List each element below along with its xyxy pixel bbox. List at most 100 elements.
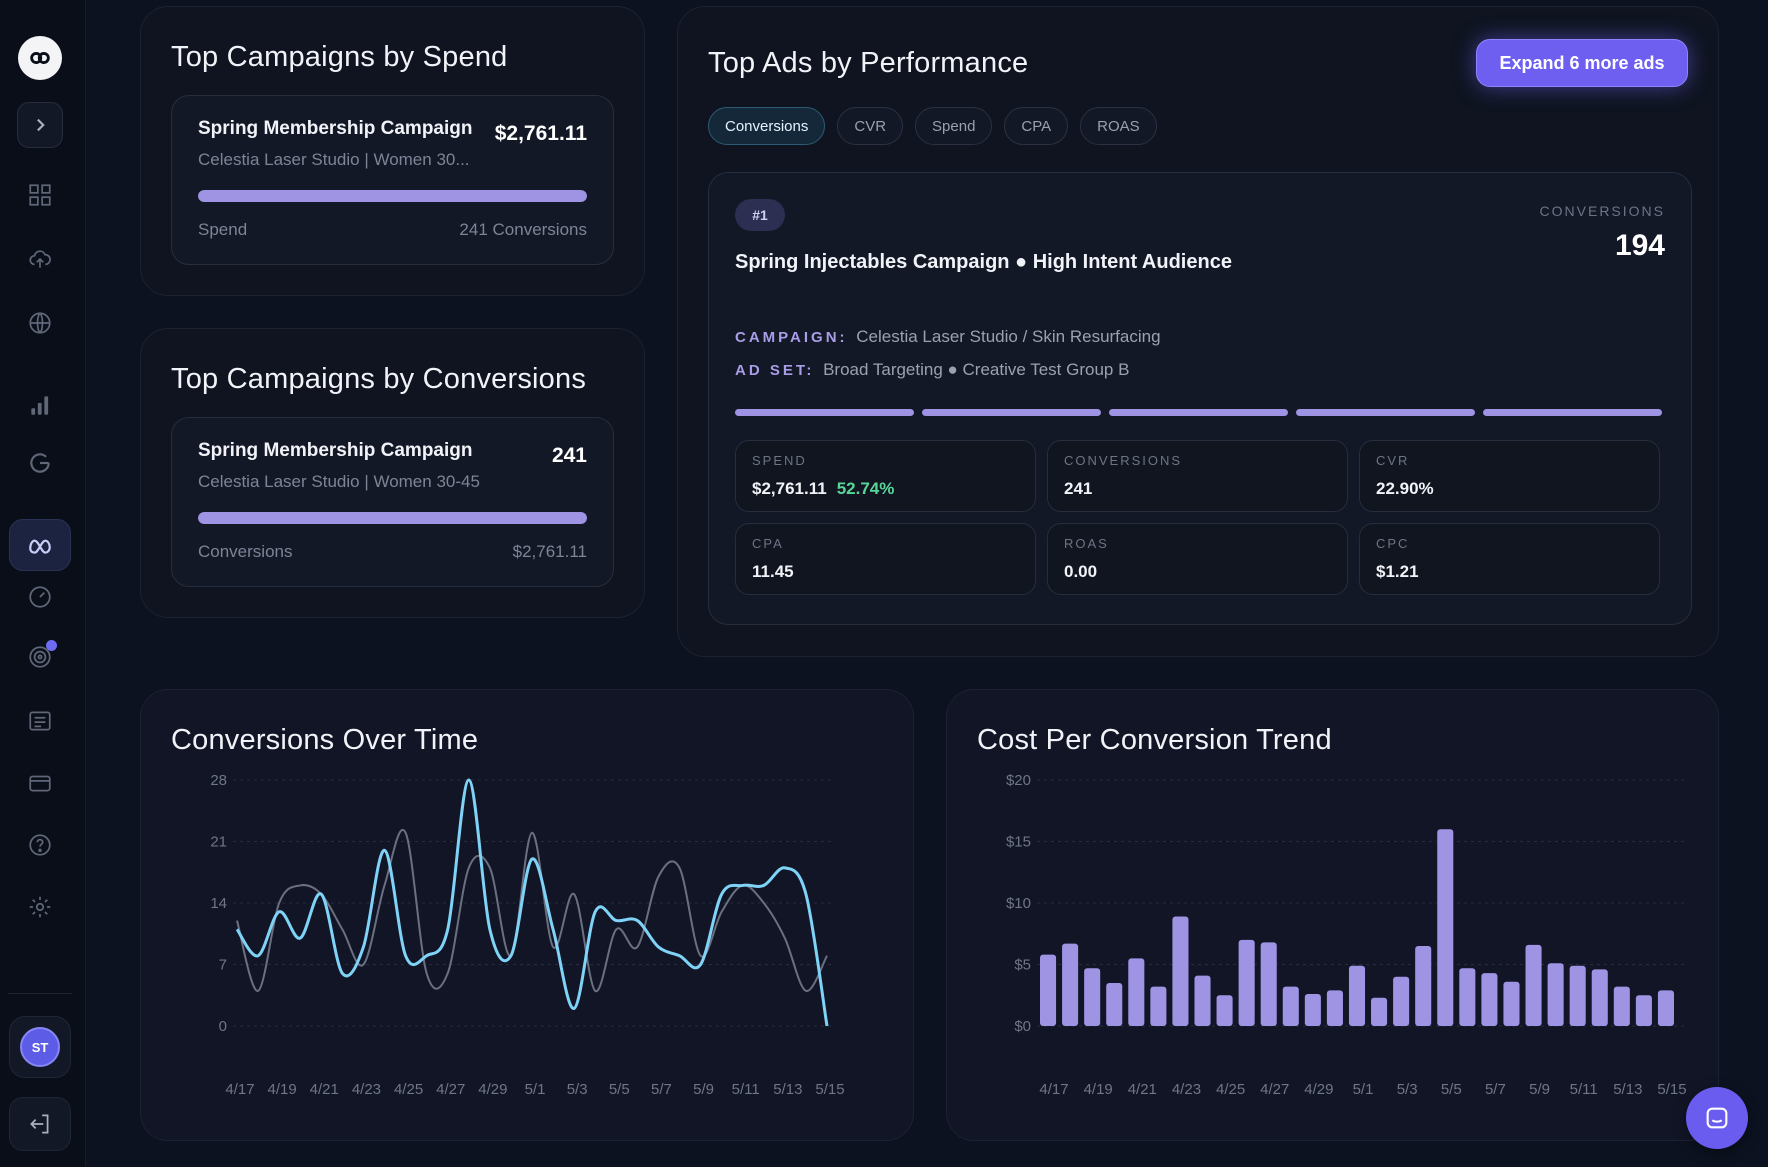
logo-icon[interactable] (18, 36, 62, 80)
ad-detail[interactable]: #1 Spring Injectables Campaign ● High In… (708, 172, 1692, 625)
avatar: ST (20, 1027, 60, 1067)
bar (1459, 968, 1476, 1026)
gear-icon[interactable] (17, 884, 63, 930)
campaign-subtitle: Celestia Laser Studio | Women 30-45 (198, 472, 480, 491)
campaign-subtitle: Celestia Laser Studio | Women 30... (198, 150, 470, 169)
bar (1194, 975, 1211, 1026)
stat-label: CONVERSIONS (1064, 453, 1183, 468)
x-tick-label: 5/5 (1441, 1081, 1462, 1098)
google-icon[interactable] (17, 440, 63, 486)
gauge-icon[interactable] (17, 574, 63, 620)
y-tick-label: $10 (1006, 895, 1031, 912)
expand-ads-button[interactable]: Expand 6 more ads (1476, 39, 1688, 87)
bar (1591, 969, 1608, 1026)
tab-spend[interactable]: Spend (915, 107, 993, 145)
sidebar: ST (0, 0, 86, 1167)
tab-cpa[interactable]: CPA (1004, 107, 1069, 145)
meta-icon[interactable] (9, 519, 71, 571)
adset-key: AD SET: (735, 362, 815, 379)
x-tick-label: 5/11 (732, 1081, 760, 1098)
stat-label: CPC (1376, 536, 1410, 551)
y-tick-label: 28 (210, 772, 227, 789)
x-tick-label: 5/7 (1485, 1081, 1506, 1098)
bar (1304, 994, 1321, 1026)
segment (1296, 409, 1475, 416)
stat-value: 11.45 (752, 562, 794, 581)
bar (1437, 829, 1454, 1026)
bar (1216, 995, 1233, 1026)
stat-spend: SPEND $2,761.11 52.74% (735, 440, 1036, 512)
help-icon[interactable] (17, 822, 63, 868)
adset-value: Broad Targeting ● Creative Test Group B (823, 360, 1130, 379)
x-tick-label: 4/27 (436, 1081, 465, 1098)
tab-roas[interactable]: ROAS (1080, 107, 1157, 145)
conversions-line-card: Conversions Over Time 0 7 14 21 28 4/17 4/19 4/… (140, 689, 914, 1141)
bar (1348, 965, 1366, 1026)
x-tick-label: 4/29 (478, 1081, 507, 1098)
target-icon[interactable] (17, 634, 63, 680)
stat-cpa: CPA 11.45 (735, 523, 1036, 595)
bar (1172, 916, 1189, 1026)
globe-icon[interactable] (17, 300, 63, 346)
y-tick-label: 0 (219, 1018, 227, 1035)
x-tick-label: 5/13 (773, 1081, 802, 1098)
bar-chart-icon[interactable] (17, 382, 63, 428)
x-tick-label: 4/17 (225, 1081, 254, 1098)
campaign-key: CAMPAIGN: (735, 329, 848, 346)
x-tick-label: 5/9 (1529, 1081, 1550, 1098)
x-tick-label: 5/13 (1613, 1081, 1642, 1098)
x-tick-label: 4/25 (394, 1081, 423, 1098)
bar (1371, 997, 1388, 1026)
x-tick-label: 5/15 (815, 1081, 844, 1098)
grid-icon[interactable] (17, 172, 63, 218)
stat-label: ROAS (1064, 536, 1109, 551)
logout-icon[interactable] (9, 1097, 71, 1151)
bar (1635, 995, 1652, 1026)
cloud-upload-icon[interactable] (17, 236, 63, 282)
campaign-item[interactable]: Spring Membership Campaign 241 Celestia … (171, 417, 614, 587)
tab-conversions[interactable]: Conversions (708, 107, 826, 145)
stat-label: SPEND (752, 453, 807, 468)
bar (1547, 963, 1564, 1026)
x-tick-label: 4/27 (1260, 1081, 1289, 1098)
stat-share: 52.74% (836, 479, 895, 498)
avatar-button[interactable]: ST (9, 1016, 71, 1078)
x-tick-label: 5/5 (609, 1081, 630, 1098)
progress-fill (198, 190, 587, 202)
tab-cvr[interactable]: CVR (837, 107, 904, 145)
stat-conversions: CONVERSIONS 241 (1047, 440, 1348, 512)
x-tick-label: 4/21 (1128, 1081, 1157, 1098)
y-tick-label: $0 (1014, 1018, 1031, 1035)
x-tick-label: 5/15 (1657, 1081, 1686, 1098)
conversions-card: Top Campaigns by Conversions Spring Memb… (140, 328, 645, 618)
campaign-value: $2,761.11 (494, 122, 587, 145)
progress-bar (198, 190, 587, 202)
chevron-right-icon[interactable] (17, 102, 63, 148)
y-tick-label: 14 (210, 895, 227, 912)
segment (735, 409, 914, 416)
stat-label: CPA (752, 536, 784, 551)
bar (1326, 990, 1343, 1026)
credit-card-icon[interactable] (17, 760, 63, 806)
y-tick-label: $20 (1006, 772, 1031, 789)
x-tick-label: 5/7 (651, 1081, 672, 1098)
stat-value: $1.21 (1376, 562, 1419, 581)
bar (1393, 976, 1410, 1026)
list-icon[interactable] (17, 698, 63, 744)
bar (1503, 981, 1520, 1026)
stat-value: 241 (1064, 479, 1093, 498)
bar (1657, 990, 1674, 1026)
stat-value: 0.00 (1064, 562, 1098, 581)
bar (1128, 958, 1145, 1026)
spend-card: Top Campaigns by Spend Spring Membership… (140, 6, 645, 296)
card-title: Cost Per Conversion Trend (977, 724, 1332, 756)
campaign-item[interactable]: Spring Membership Campaign $2,761.11 Cel… (171, 95, 614, 265)
ad-metric-value: 194 (1614, 229, 1665, 262)
segment (1109, 409, 1288, 416)
ads-card: Top Ads by Performance Expand 6 more ads… (677, 6, 1719, 657)
ad-title: Spring Injectables Campaign ● High Inten… (735, 251, 1232, 273)
y-tick-label: 7 (219, 957, 227, 974)
campaign-foot-label: Spend (198, 220, 248, 239)
chat-icon[interactable] (1686, 1087, 1748, 1149)
